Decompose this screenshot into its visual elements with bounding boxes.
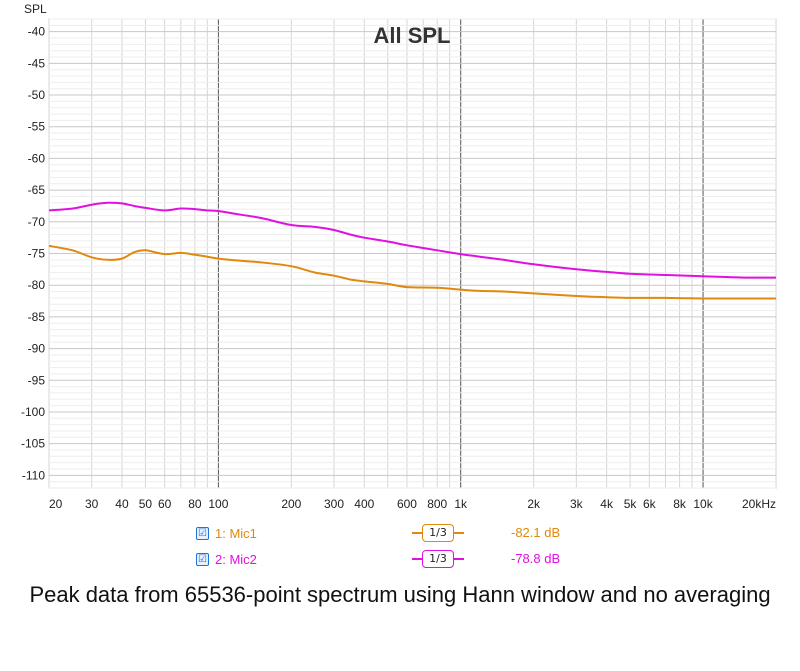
y-tick-label: -105 — [21, 437, 45, 451]
x-tick-label: 40 — [115, 497, 129, 511]
x-tick-label: 300 — [324, 497, 344, 511]
chart: -40 -45 -50 -55 -60 -65 -70 -75 -80 -85 -90 -95 -100… — [21, 2, 777, 511]
legend-row-mic1: ☑ 1: Mic1 — [196, 522, 257, 544]
x-tick-label: 1k — [454, 497, 468, 511]
y-tick-label: -65 — [28, 183, 46, 197]
y-tick-label: -110 — [22, 468, 45, 482]
mic2-smoothing-button[interactable]: 1/3 — [422, 550, 454, 568]
series-line-mic1 — [48, 244, 776, 300]
y-tick-label: -85 — [28, 310, 46, 324]
y-tick-label: -40 — [28, 25, 46, 39]
x-tick-label: 50 — [139, 497, 153, 511]
x-tick-label: 400 — [354, 497, 374, 511]
mic2-label: 2: Mic2 — [215, 551, 257, 567]
x-tick-label: 200 — [281, 497, 301, 511]
series-lines — [48, 201, 777, 300]
mic1-readout: -82.1 dB — [511, 525, 561, 540]
x-tick-label: 80 — [188, 497, 202, 511]
y-axis-label: SPL — [24, 2, 47, 16]
x-tick-label: 10k — [693, 497, 713, 511]
x-tick-label: 20kHz — [742, 497, 776, 511]
x-tick-label: 6k — [643, 497, 657, 511]
x-tick-label: 3k — [570, 497, 584, 511]
legend-row-mic2: ☑ 2: Mic2 — [196, 548, 257, 570]
mic1-checkbox[interactable]: ☑ — [196, 526, 209, 540]
caption: Peak data from 65536-point spectrum usin… — [29, 582, 771, 607]
y-tick-label: -95 — [28, 373, 46, 387]
x-tick-label: 600 — [397, 497, 417, 511]
x-tick-label: 8k — [673, 497, 687, 511]
x-tick-label: 100 — [208, 497, 228, 511]
y-tick-label: -55 — [28, 120, 46, 134]
y-tick-label: -45 — [28, 56, 46, 70]
y-tick-label: -60 — [28, 151, 46, 165]
mic1-smoothing-button[interactable]: 1/3 — [422, 524, 454, 542]
x-tick-label: 800 — [427, 497, 447, 511]
y-tick-label: -50 — [28, 88, 46, 102]
x-tick-label: 4k — [600, 497, 614, 511]
y-tick-label: -100 — [21, 405, 45, 419]
mic1-label: 1: Mic1 — [215, 525, 257, 541]
y-tick-label: -70 — [28, 215, 46, 229]
x-tick-label: 30 — [85, 497, 99, 511]
chart-title: All SPL — [373, 23, 450, 48]
y-tick-label: -90 — [28, 342, 46, 356]
x-tick-label: 2k — [527, 497, 541, 511]
y-tick-label: -75 — [28, 247, 46, 261]
y-tick-label: -80 — [28, 278, 46, 292]
x-tick-label: 5k — [624, 497, 638, 511]
series-line-mic2 — [48, 201, 777, 279]
mic2-checkbox[interactable]: ☑ — [196, 552, 209, 566]
x-tick-label: 20 — [49, 497, 63, 511]
mic2-readout: -78.8 dB — [511, 551, 561, 566]
axes: -40 -45 -50 -55 -60 -65 -70 -75 -80 -85 -90 -95 -100… — [21, 25, 776, 511]
x-tick-label: 60 — [158, 497, 172, 511]
